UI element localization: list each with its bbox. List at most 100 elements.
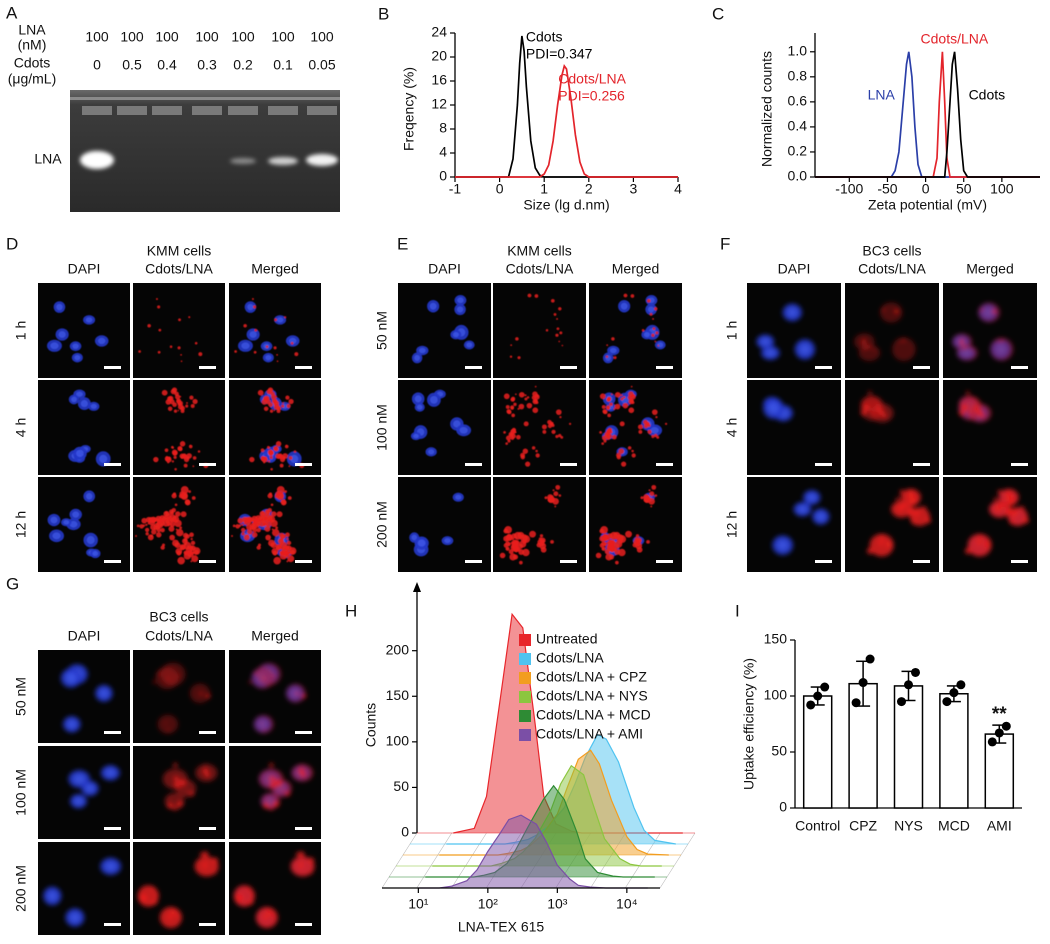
red-signal	[252, 532, 258, 538]
nucleus-core	[105, 768, 116, 778]
red-signal	[273, 401, 278, 406]
data-point	[1001, 721, 1011, 731]
red-signal	[603, 439, 607, 443]
scale-bar	[295, 923, 312, 926]
red-signal	[151, 887, 155, 891]
column-header: Merged	[251, 261, 298, 277]
red-signal	[958, 396, 983, 421]
red-signal	[173, 782, 180, 788]
red-signal	[513, 402, 517, 407]
red-signal	[971, 348, 974, 351]
column-header: Cdots/LNA	[858, 261, 926, 277]
red-signal	[179, 441, 186, 447]
red-signal	[180, 780, 186, 786]
red-signal	[647, 429, 652, 435]
red-signal	[212, 857, 219, 863]
red-signal	[300, 764, 303, 766]
red-signal	[192, 398, 198, 405]
legend-swatch	[519, 691, 531, 703]
red-signal	[158, 672, 161, 675]
y-tick-label: 0.0	[788, 168, 808, 184]
floor-hatch	[451, 832, 487, 889]
nucleus-core	[288, 337, 297, 345]
micrograph	[845, 380, 939, 475]
red-signal	[253, 350, 257, 354]
lane-label: 100	[85, 29, 109, 45]
red-signal	[607, 413, 612, 418]
red-signal	[544, 496, 548, 500]
y-tick-label: 150	[764, 631, 788, 647]
red-signal	[265, 523, 268, 526]
micrograph	[493, 283, 586, 378]
red-signal	[144, 527, 150, 533]
red-signal	[549, 421, 554, 426]
red-signal	[264, 514, 273, 523]
red-signal	[173, 806, 178, 811]
red-signal	[914, 512, 920, 518]
red-signal	[272, 550, 278, 556]
red-signal	[267, 446, 271, 449]
data-point	[956, 680, 966, 690]
scale-bar	[295, 463, 312, 466]
micrograph	[493, 477, 586, 572]
micrograph-content	[46, 301, 109, 363]
nucleus-core	[416, 404, 423, 410]
red-signal	[958, 409, 965, 416]
red-signal	[561, 344, 564, 347]
red-signal	[279, 463, 284, 468]
red-signal	[299, 865, 303, 869]
red-signal	[614, 391, 621, 398]
panel-title: BC3 cells	[149, 609, 208, 625]
x-axis-label: LNA-TEX 615	[458, 919, 545, 935]
red-signal	[994, 497, 998, 501]
y-tick-label: 200	[386, 641, 410, 657]
micrograph-content	[602, 293, 666, 364]
micrograph-content	[410, 389, 472, 457]
nucleus-core	[609, 347, 617, 354]
lane-label: 0.05	[308, 57, 335, 73]
nucleus-core	[80, 400, 88, 408]
red-signal	[539, 537, 546, 544]
micrograph	[38, 283, 130, 378]
red-signal	[178, 318, 181, 322]
red-signal	[190, 537, 193, 541]
red-signal	[996, 340, 998, 343]
red-signal	[150, 901, 154, 905]
data-point	[858, 678, 868, 688]
red-signal	[271, 511, 277, 517]
x-tick-label: 10⁴	[616, 896, 638, 912]
legend-label: Cdots/LNA + NYS	[536, 688, 648, 704]
red-signal	[276, 353, 278, 356]
red-signal	[168, 514, 177, 523]
red-signal	[265, 798, 267, 800]
red-signal	[522, 548, 530, 557]
y-tick-label: 20	[431, 48, 447, 64]
red-signal	[175, 528, 178, 531]
floor-hatch	[659, 832, 696, 889]
micrograph-content	[68, 765, 120, 809]
red-signal	[251, 521, 260, 529]
red-signal	[503, 543, 509, 548]
red-signal	[645, 421, 650, 426]
red-signal	[175, 511, 181, 517]
column-header: DAPI	[68, 628, 101, 644]
red-signal	[518, 543, 524, 549]
red-signal	[509, 553, 517, 561]
nucleus-core	[605, 354, 612, 361]
x-tick-label: 3	[630, 181, 638, 197]
red-signal	[269, 455, 273, 459]
red-signal	[522, 448, 529, 454]
red-signal	[175, 394, 181, 400]
red-signal	[152, 680, 156, 684]
series-line	[815, 51, 1040, 178]
nucleus-core	[73, 774, 86, 784]
red-signal	[284, 490, 288, 493]
red-signal	[253, 714, 275, 734]
micrograph-content	[135, 485, 201, 565]
x-tick-label: -1	[449, 181, 462, 197]
red-signal	[555, 434, 559, 439]
red-signal	[273, 447, 277, 451]
red-signal	[641, 328, 645, 332]
red-signal	[214, 872, 217, 875]
red-signal	[654, 433, 658, 438]
